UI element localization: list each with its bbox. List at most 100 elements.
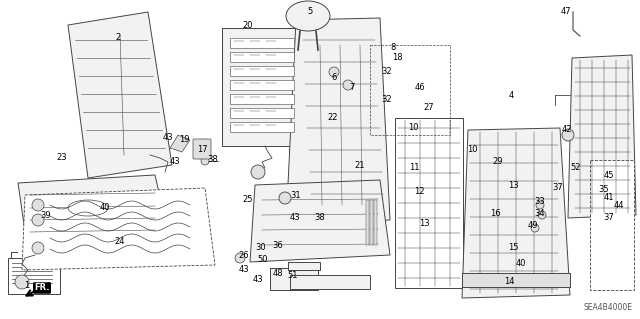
Polygon shape bbox=[18, 175, 170, 252]
Bar bbox=[8, 258, 60, 294]
Circle shape bbox=[343, 80, 353, 90]
Bar bbox=[395, 118, 463, 288]
Bar bbox=[270, 268, 318, 290]
Text: 22: 22 bbox=[328, 114, 339, 122]
Text: 10: 10 bbox=[408, 122, 419, 131]
Bar bbox=[462, 273, 570, 287]
Text: 33: 33 bbox=[534, 197, 545, 206]
Text: 52: 52 bbox=[571, 164, 581, 173]
Circle shape bbox=[32, 199, 44, 211]
Text: 6: 6 bbox=[332, 72, 337, 81]
Text: 12: 12 bbox=[413, 188, 424, 197]
Text: 47: 47 bbox=[561, 8, 572, 17]
Text: 24: 24 bbox=[115, 238, 125, 247]
Bar bbox=[230, 66, 294, 76]
Circle shape bbox=[562, 129, 574, 141]
Text: 42: 42 bbox=[562, 125, 572, 135]
Text: 43: 43 bbox=[170, 158, 180, 167]
Text: 19: 19 bbox=[179, 136, 189, 145]
Bar bbox=[230, 94, 294, 104]
Circle shape bbox=[279, 192, 291, 204]
Bar bbox=[230, 38, 294, 48]
Text: 17: 17 bbox=[196, 145, 207, 154]
Text: 21: 21 bbox=[355, 160, 365, 169]
Text: 38: 38 bbox=[207, 155, 218, 165]
Text: 32: 32 bbox=[381, 95, 392, 105]
Bar bbox=[288, 262, 320, 270]
Text: 50: 50 bbox=[258, 255, 268, 263]
Text: 39: 39 bbox=[41, 211, 51, 219]
Text: 4: 4 bbox=[508, 91, 514, 100]
Polygon shape bbox=[22, 188, 215, 270]
Circle shape bbox=[329, 67, 339, 77]
Text: 11: 11 bbox=[409, 164, 419, 173]
Bar bbox=[222, 28, 306, 146]
Text: 18: 18 bbox=[392, 54, 403, 63]
Text: 20: 20 bbox=[243, 20, 253, 29]
Polygon shape bbox=[68, 12, 172, 178]
Text: 40: 40 bbox=[516, 258, 526, 268]
Text: 37: 37 bbox=[604, 213, 614, 222]
Bar bbox=[230, 80, 294, 90]
Polygon shape bbox=[462, 128, 570, 298]
Text: 5: 5 bbox=[307, 8, 312, 17]
Text: 10: 10 bbox=[467, 145, 477, 154]
Ellipse shape bbox=[68, 200, 108, 216]
Text: 8: 8 bbox=[390, 43, 396, 53]
Text: 34: 34 bbox=[534, 209, 545, 218]
Text: 43: 43 bbox=[239, 265, 250, 275]
Bar bbox=[366, 200, 369, 245]
Text: FR.: FR. bbox=[35, 284, 50, 293]
Circle shape bbox=[32, 214, 44, 226]
Circle shape bbox=[32, 242, 44, 254]
Text: 43: 43 bbox=[163, 133, 173, 143]
Polygon shape bbox=[286, 18, 390, 225]
Polygon shape bbox=[568, 55, 636, 218]
Text: 43: 43 bbox=[253, 276, 263, 285]
Text: 13: 13 bbox=[508, 182, 518, 190]
Text: 36: 36 bbox=[273, 241, 284, 250]
Text: 40: 40 bbox=[100, 204, 110, 212]
Bar bbox=[374, 200, 377, 245]
Bar bbox=[590, 160, 634, 290]
Text: 32: 32 bbox=[381, 68, 392, 77]
Text: 44: 44 bbox=[614, 201, 624, 210]
Ellipse shape bbox=[286, 1, 330, 31]
Bar bbox=[370, 200, 373, 245]
Text: 49: 49 bbox=[528, 220, 538, 229]
Text: 46: 46 bbox=[415, 84, 426, 93]
Text: 48: 48 bbox=[273, 269, 284, 278]
Text: 2: 2 bbox=[115, 33, 120, 42]
Polygon shape bbox=[250, 180, 390, 262]
Text: 51: 51 bbox=[288, 271, 298, 279]
Circle shape bbox=[201, 157, 209, 165]
Text: 35: 35 bbox=[598, 186, 609, 195]
Text: 41: 41 bbox=[604, 194, 614, 203]
Text: 45: 45 bbox=[604, 170, 614, 180]
Text: 23: 23 bbox=[57, 153, 67, 162]
Circle shape bbox=[538, 211, 546, 219]
Circle shape bbox=[531, 224, 539, 232]
Text: 16: 16 bbox=[490, 210, 500, 219]
Circle shape bbox=[251, 165, 265, 179]
Text: 26: 26 bbox=[239, 251, 250, 261]
Bar bbox=[230, 108, 294, 118]
Text: 15: 15 bbox=[508, 242, 518, 251]
Text: 27: 27 bbox=[424, 102, 435, 112]
Text: 7: 7 bbox=[349, 84, 355, 93]
Text: 29: 29 bbox=[493, 158, 503, 167]
Circle shape bbox=[15, 275, 29, 289]
Text: 31: 31 bbox=[291, 190, 301, 199]
Text: 25: 25 bbox=[243, 196, 253, 204]
Text: 14: 14 bbox=[504, 277, 515, 286]
Circle shape bbox=[536, 201, 544, 209]
Polygon shape bbox=[170, 135, 190, 152]
Bar bbox=[230, 122, 294, 132]
Text: 13: 13 bbox=[419, 219, 429, 228]
Text: 38: 38 bbox=[315, 213, 325, 222]
Text: 30: 30 bbox=[256, 242, 266, 251]
FancyBboxPatch shape bbox=[193, 139, 211, 159]
Bar bbox=[230, 52, 294, 62]
Circle shape bbox=[235, 253, 245, 263]
Text: 37: 37 bbox=[552, 183, 563, 192]
